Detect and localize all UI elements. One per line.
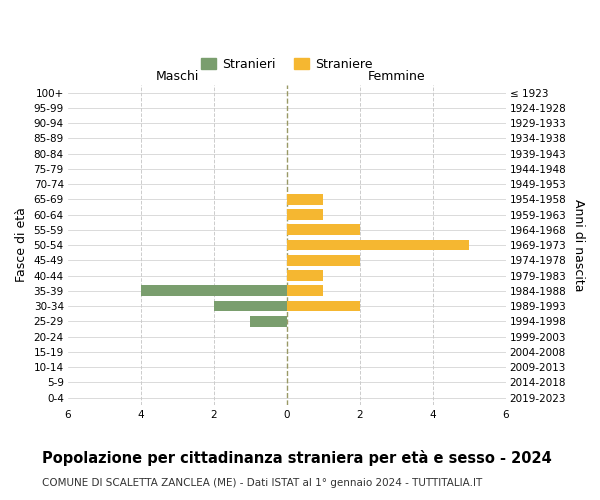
Text: Femmine: Femmine: [367, 70, 425, 84]
Bar: [250, 316, 287, 326]
Text: Maschi: Maschi: [155, 70, 199, 84]
Bar: [287, 286, 323, 296]
Bar: [214, 300, 287, 312]
Bar: [287, 194, 323, 204]
Legend: Stranieri, Straniere: Stranieri, Straniere: [196, 53, 378, 76]
Text: Popolazione per cittadinanza straniera per età e sesso - 2024: Popolazione per cittadinanza straniera p…: [42, 450, 552, 466]
Bar: [141, 286, 287, 296]
Y-axis label: Anni di nascita: Anni di nascita: [572, 199, 585, 292]
Bar: [287, 300, 359, 312]
Bar: [287, 255, 359, 266]
Bar: [287, 209, 323, 220]
Bar: [287, 270, 323, 281]
Text: COMUNE DI SCALETTA ZANCLEA (ME) - Dati ISTAT al 1° gennaio 2024 - TUTTITALIA.IT: COMUNE DI SCALETTA ZANCLEA (ME) - Dati I…: [42, 478, 482, 488]
Bar: [287, 224, 359, 235]
Y-axis label: Fasce di età: Fasce di età: [15, 208, 28, 282]
Bar: [287, 240, 469, 250]
